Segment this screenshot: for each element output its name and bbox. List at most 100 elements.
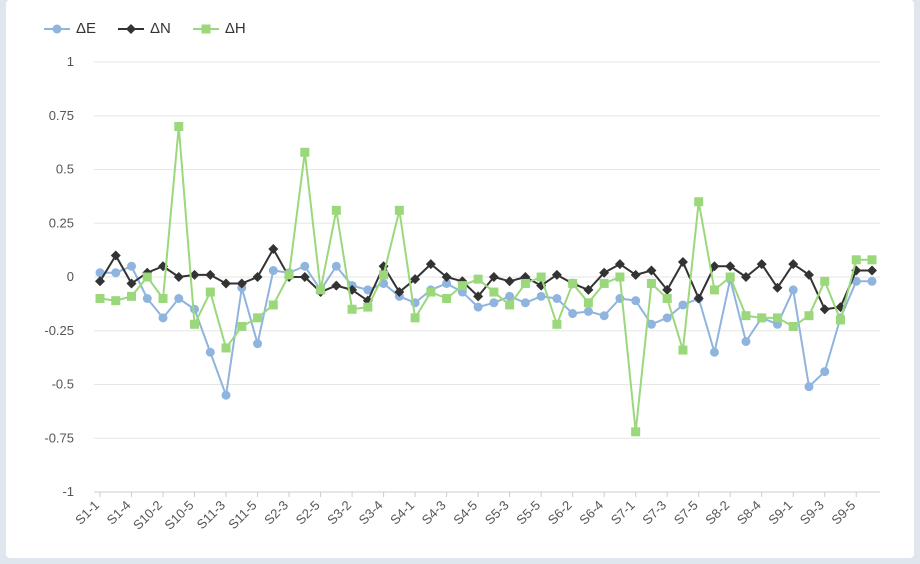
data-point <box>190 304 200 314</box>
legend-item-e[interactable]: ΔE <box>44 20 96 37</box>
data-point <box>504 276 515 287</box>
data-point <box>253 339 263 349</box>
x-tick-label: S11-3 <box>194 498 228 532</box>
data-point <box>95 268 105 278</box>
legend-label-h: ΔH <box>224 20 246 37</box>
data-point <box>205 287 215 297</box>
data-point <box>757 313 767 323</box>
data-point <box>520 298 530 308</box>
x-tick-label: S6-4 <box>576 498 606 528</box>
x-tick-label: S8-4 <box>734 498 764 528</box>
data-point <box>189 269 200 280</box>
data-point <box>520 278 530 288</box>
legend-swatch-e <box>44 22 70 36</box>
series-2 <box>95 244 877 315</box>
data-point <box>851 265 862 276</box>
y-tick-label: -0.5 <box>52 377 74 392</box>
data-point <box>284 268 294 278</box>
x-tick-label: S9-3 <box>797 498 827 528</box>
y-tick-label: 0.5 <box>56 162 74 177</box>
data-point <box>221 390 231 400</box>
series-line <box>99 248 872 311</box>
data-point <box>694 294 704 303</box>
data-point <box>237 321 247 331</box>
data-point <box>237 283 247 293</box>
x-tick-label: S5-5 <box>513 498 543 528</box>
data-point <box>757 313 767 323</box>
data-point <box>394 287 405 298</box>
data-point <box>552 319 562 329</box>
x-tick-label: S1-4 <box>104 498 134 528</box>
data-point <box>505 291 515 301</box>
data-point <box>394 291 404 301</box>
x-tick-label: S11-5 <box>225 498 259 532</box>
data-point <box>300 261 310 271</box>
data-point <box>867 255 877 265</box>
y-tick-label: 1 <box>67 54 74 69</box>
data-point <box>489 298 499 308</box>
data-point <box>111 296 121 306</box>
data-point <box>536 291 546 301</box>
data-point <box>126 278 137 289</box>
data-point <box>583 306 593 316</box>
data-point <box>489 287 499 297</box>
data-point <box>551 269 562 280</box>
data-point <box>205 347 215 357</box>
data-point <box>363 302 373 312</box>
data-point <box>741 337 751 346</box>
legend-item-h[interactable]: ΔH <box>192 20 246 37</box>
data-point <box>820 367 830 377</box>
x-tick-label: S7-1 <box>608 498 638 528</box>
y-tick-label: -0.25 <box>44 323 74 338</box>
data-point <box>173 272 184 282</box>
data-point <box>221 278 232 289</box>
data-point <box>158 261 169 272</box>
data-point <box>725 272 735 282</box>
data-point <box>252 272 263 282</box>
data-point <box>788 321 798 331</box>
data-point <box>740 272 751 282</box>
data-point <box>568 309 578 319</box>
data-point <box>253 313 263 323</box>
data-point <box>536 272 546 282</box>
data-point <box>457 281 467 291</box>
data-point <box>741 311 751 321</box>
legend-swatch-h <box>192 22 219 36</box>
data-point <box>331 205 341 215</box>
data-point <box>804 311 814 321</box>
x-tick-label: S10-5 <box>162 498 197 533</box>
data-point <box>568 278 578 288</box>
data-point <box>772 313 782 323</box>
data-point <box>599 311 609 321</box>
x-tick-label: S4-5 <box>450 498 480 528</box>
data-point <box>300 147 310 157</box>
data-point <box>347 284 358 295</box>
data-point <box>473 274 483 284</box>
data-point <box>552 294 562 303</box>
data-point <box>331 261 341 271</box>
data-point <box>851 276 861 286</box>
data-point <box>315 287 326 298</box>
data-point <box>158 294 168 303</box>
data-point <box>111 268 121 278</box>
data-point <box>725 274 735 284</box>
series-line <box>100 265 872 397</box>
data-point <box>788 285 798 295</box>
x-tick-label: S4-3 <box>419 498 449 528</box>
data-point <box>379 270 389 280</box>
data-point <box>709 285 719 295</box>
data-point <box>316 285 326 295</box>
data-point <box>693 293 704 304</box>
data-point <box>631 296 641 306</box>
data-point <box>709 347 719 357</box>
x-tick-label: S2-5 <box>293 498 323 528</box>
data-point <box>410 298 420 308</box>
data-point <box>677 256 688 267</box>
data-point <box>820 276 830 286</box>
data-point <box>583 284 594 295</box>
x-tick-label: S9-5 <box>828 498 858 528</box>
data-point <box>268 244 279 255</box>
legend-label-e: ΔE <box>76 20 97 37</box>
data-point <box>394 205 404 215</box>
legend-item-n[interactable]: ΔN <box>118 20 171 37</box>
